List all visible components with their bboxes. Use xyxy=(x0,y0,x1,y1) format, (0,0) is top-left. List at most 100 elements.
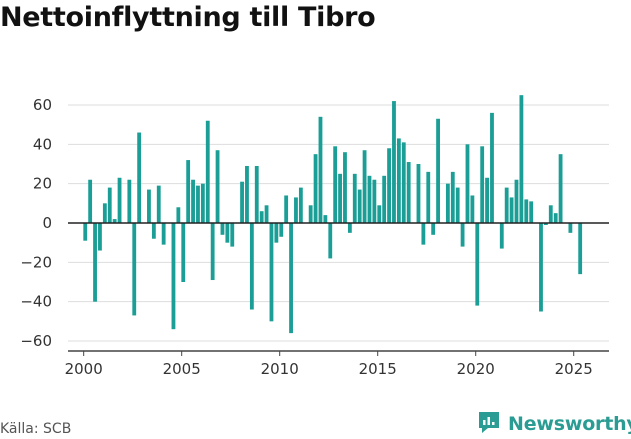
bar[interactable] xyxy=(504,187,509,223)
bar[interactable] xyxy=(539,223,543,312)
bar[interactable] xyxy=(269,223,274,322)
bar[interactable] xyxy=(294,197,298,223)
y-tick-label: 20 xyxy=(33,175,52,193)
bar[interactable] xyxy=(171,223,176,330)
bar[interactable] xyxy=(377,205,382,223)
bar[interactable] xyxy=(519,95,524,223)
bar[interactable] xyxy=(450,171,455,223)
bar[interactable] xyxy=(313,154,318,223)
bar[interactable] xyxy=(137,132,142,223)
bar[interactable] xyxy=(298,187,303,223)
source-note: Källa: SCB xyxy=(0,421,72,437)
bar[interactable] xyxy=(225,223,230,243)
bar[interactable] xyxy=(210,223,215,281)
bar[interactable] xyxy=(191,179,195,223)
bar[interactable] xyxy=(343,152,347,223)
bar[interactable] xyxy=(161,223,166,245)
bar[interactable] xyxy=(249,223,254,310)
bar[interactable] xyxy=(328,223,333,259)
bar[interactable] xyxy=(553,213,558,223)
bar[interactable] xyxy=(151,223,156,239)
bar[interactable] xyxy=(406,162,411,223)
bar[interactable] xyxy=(421,223,426,245)
bar[interactable] xyxy=(387,148,391,223)
bar[interactable] xyxy=(431,223,436,235)
bar[interactable] xyxy=(396,138,401,223)
bar[interactable] xyxy=(196,185,200,223)
bar[interactable] xyxy=(465,144,470,223)
bar[interactable] xyxy=(284,195,289,223)
bar[interactable] xyxy=(107,187,112,223)
bar[interactable] xyxy=(416,164,421,223)
bar[interactable] xyxy=(264,205,269,223)
bars xyxy=(83,95,583,334)
bar[interactable] xyxy=(352,173,357,223)
bar[interactable] xyxy=(102,203,107,223)
bar[interactable] xyxy=(245,165,249,223)
bar[interactable] xyxy=(548,205,553,223)
bar[interactable] xyxy=(93,223,97,302)
bar[interactable] xyxy=(475,223,480,306)
bar[interactable] xyxy=(127,179,132,223)
bar[interactable] xyxy=(259,211,264,223)
bar[interactable] xyxy=(147,189,151,223)
bar[interactable] xyxy=(480,146,485,223)
bar[interactable] xyxy=(578,223,583,275)
bar[interactable] xyxy=(117,177,122,223)
bar[interactable] xyxy=(509,197,514,223)
x-tick-label: 2020 xyxy=(457,360,495,378)
bar[interactable] xyxy=(181,223,186,282)
bar[interactable] xyxy=(200,183,205,223)
bar[interactable] xyxy=(176,207,181,223)
x-tick-label: 2000 xyxy=(65,360,103,378)
bar[interactable] xyxy=(318,116,323,223)
bar[interactable] xyxy=(83,223,88,241)
bar[interactable] xyxy=(524,199,529,223)
bar[interactable] xyxy=(240,181,244,223)
bar[interactable] xyxy=(289,223,293,334)
bar[interactable] xyxy=(132,223,137,316)
bar[interactable] xyxy=(88,179,93,223)
bar[interactable] xyxy=(230,223,235,247)
bar[interactable] xyxy=(274,223,279,243)
bar[interactable] xyxy=(490,112,494,223)
bar[interactable] xyxy=(186,160,191,223)
bar[interactable] xyxy=(455,187,460,223)
bar[interactable] xyxy=(205,120,210,223)
bar[interactable] xyxy=(372,179,377,223)
bar[interactable] xyxy=(98,223,102,251)
y-axis-tick-labels: 60 40 20 0 −20 −40 −60 xyxy=(20,96,52,350)
bar[interactable] xyxy=(220,223,225,235)
bar[interactable] xyxy=(279,223,284,237)
bar[interactable] xyxy=(156,185,161,223)
bar[interactable] xyxy=(367,175,372,223)
bar[interactable] xyxy=(254,165,259,223)
bar[interactable] xyxy=(357,189,362,223)
bar[interactable] xyxy=(215,150,220,223)
bar[interactable] xyxy=(558,154,563,223)
bar[interactable] xyxy=(338,173,342,223)
bar[interactable] xyxy=(436,118,440,223)
bar[interactable] xyxy=(426,171,431,223)
bar[interactable] xyxy=(529,201,534,223)
newsworthy-brand[interactable]: Newsworthy xyxy=(476,409,631,439)
bar[interactable] xyxy=(112,219,117,223)
bar[interactable] xyxy=(323,215,328,223)
bar[interactable] xyxy=(470,195,475,223)
bar[interactable] xyxy=(460,223,465,247)
bar[interactable] xyxy=(401,142,406,223)
bar[interactable] xyxy=(333,146,338,223)
bar[interactable] xyxy=(499,223,504,249)
y-tick-label: 0 xyxy=(42,214,52,232)
bar[interactable] xyxy=(445,183,450,223)
bar[interactable] xyxy=(382,175,387,223)
x-tick-label: 2025 xyxy=(555,360,593,378)
bar[interactable] xyxy=(392,101,396,223)
bar[interactable] xyxy=(568,223,573,233)
bar[interactable] xyxy=(485,177,489,223)
bar[interactable] xyxy=(543,223,548,225)
bar[interactable] xyxy=(362,150,367,223)
bar[interactable] xyxy=(347,223,352,233)
bar[interactable] xyxy=(308,205,313,223)
bar[interactable] xyxy=(514,179,519,223)
